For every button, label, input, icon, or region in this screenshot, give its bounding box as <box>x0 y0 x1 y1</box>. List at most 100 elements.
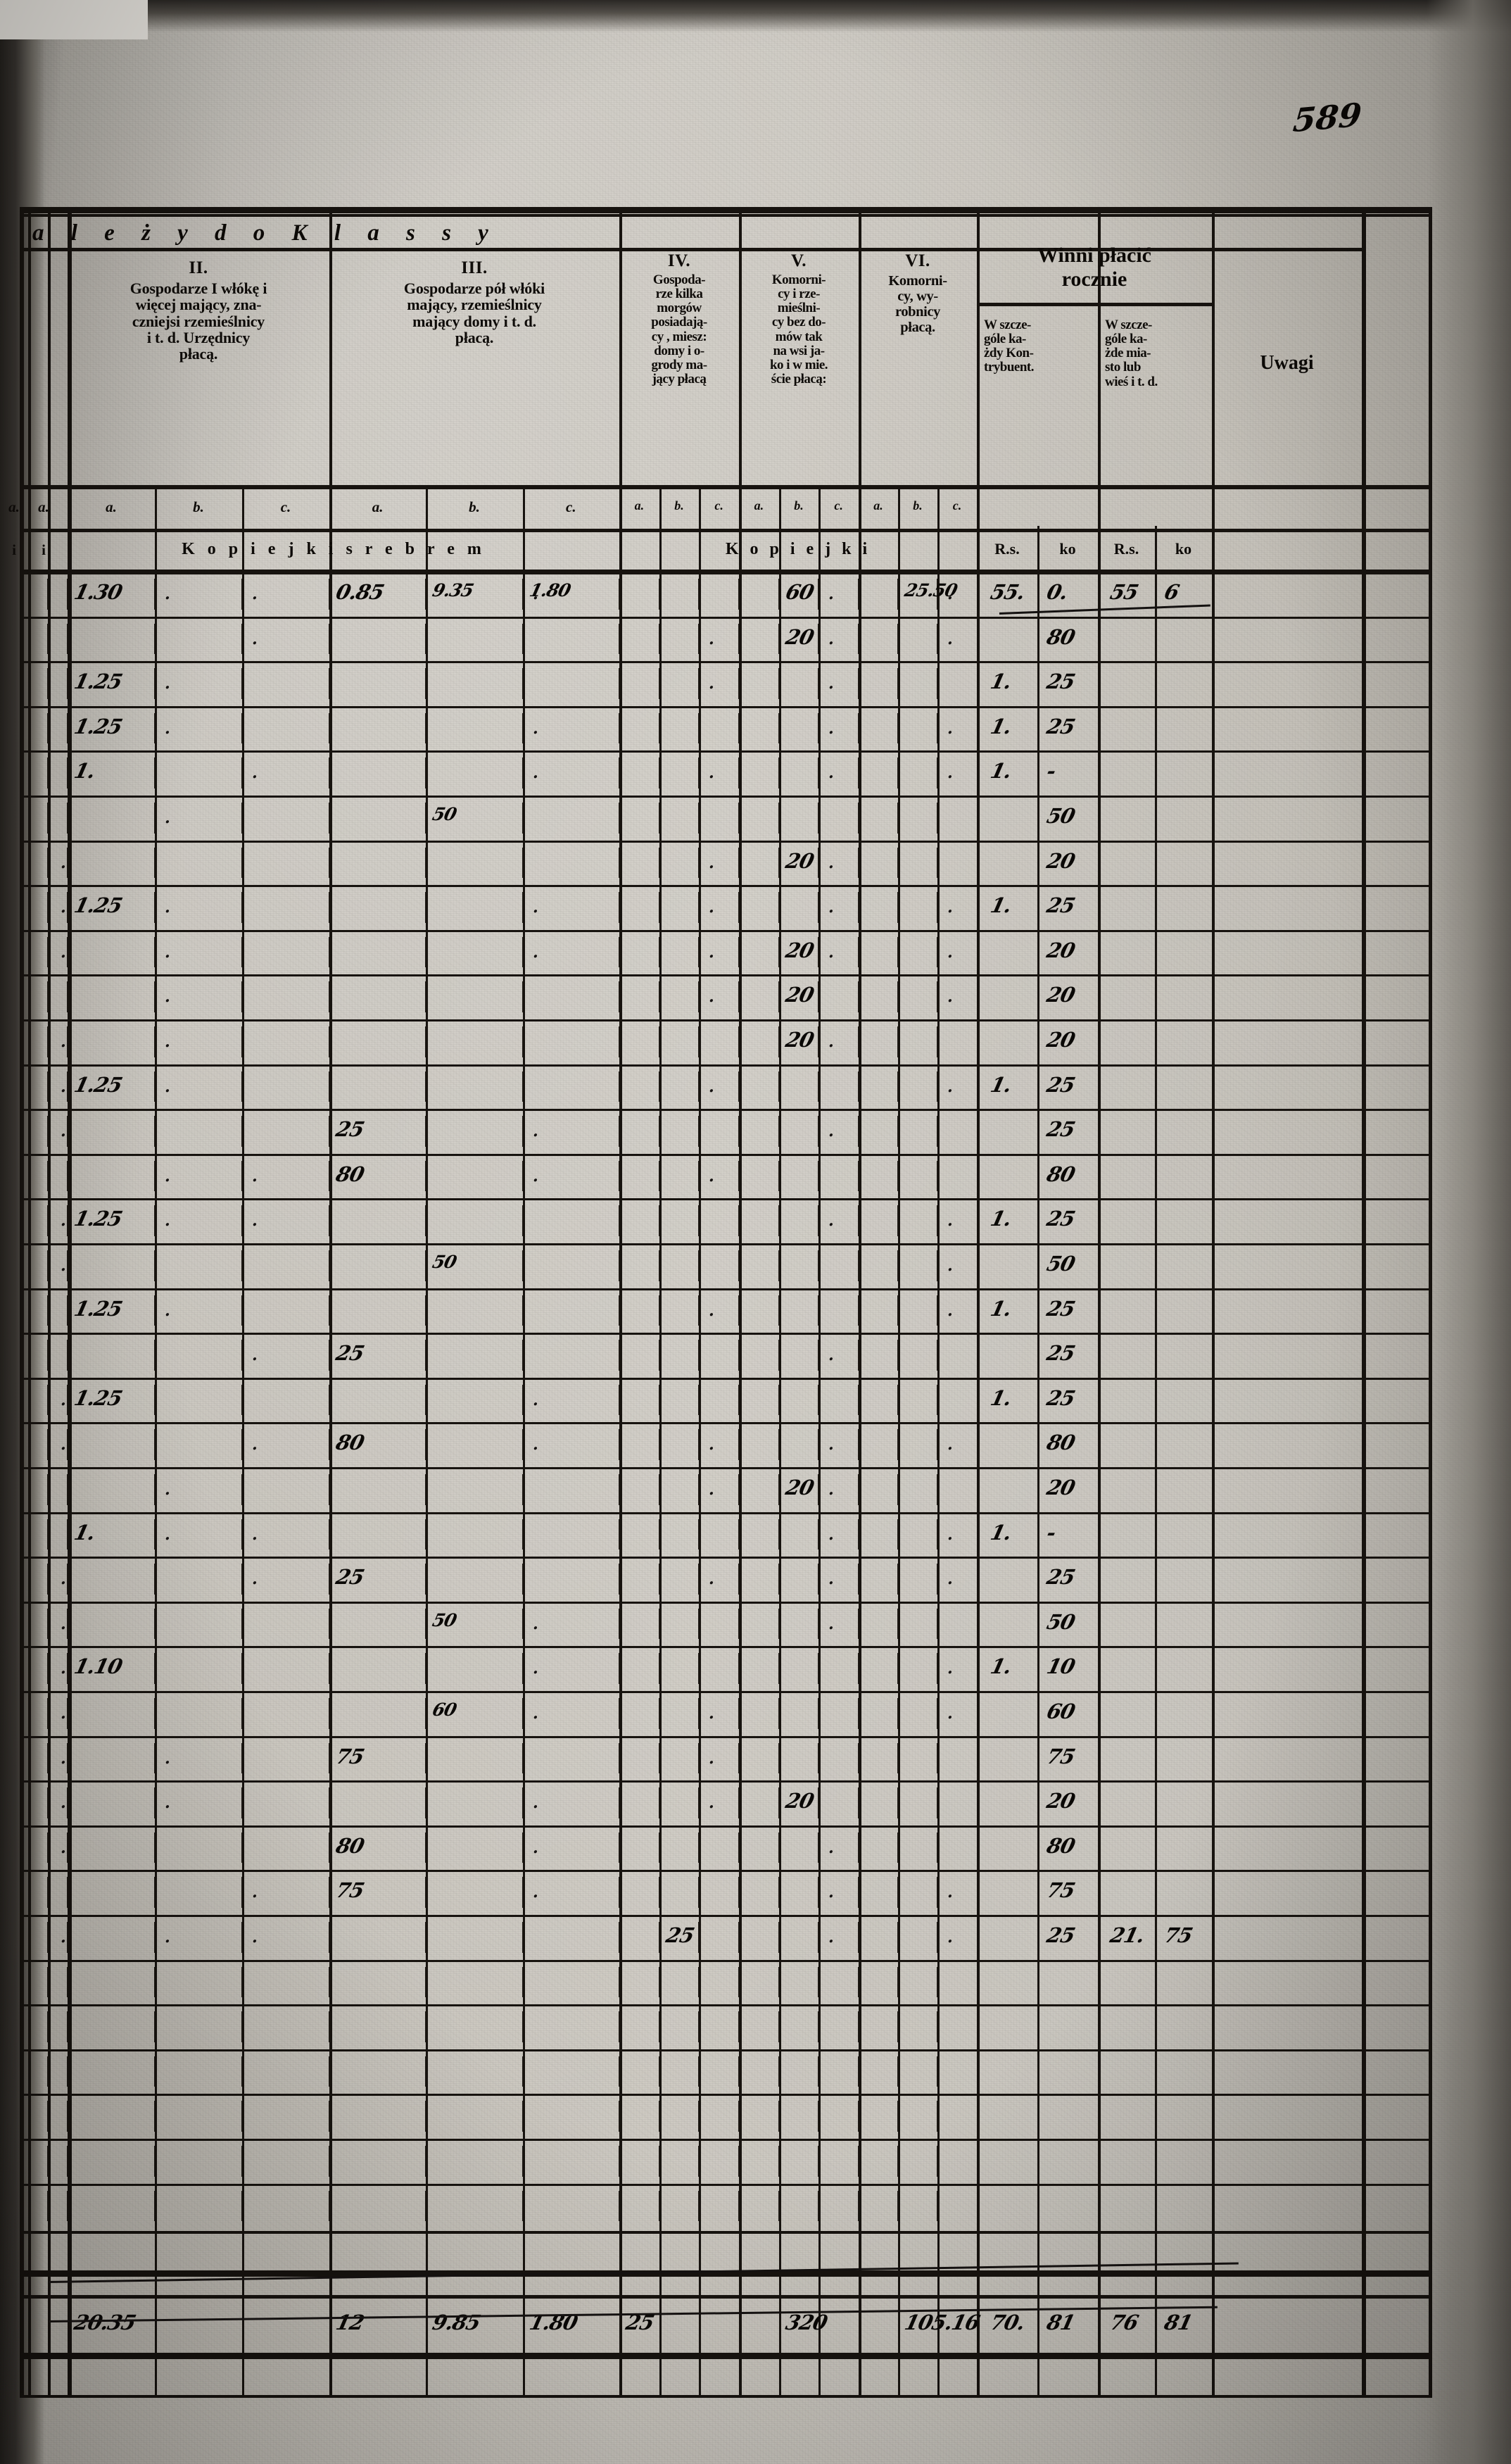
grid-vline <box>154 892 156 923</box>
grid-hline <box>20 2184 1429 2186</box>
grid-vline <box>425 2056 427 2087</box>
grid-vline <box>522 668 524 699</box>
grid-vline <box>241 713 244 744</box>
grid-vline <box>778 981 780 1012</box>
grid-vline <box>241 803 244 834</box>
grid-vline <box>778 1116 780 1147</box>
grid-vline <box>241 1877 244 1908</box>
grid-vline <box>698 937 700 968</box>
units-label-edge: i <box>0 541 28 559</box>
grid-vline <box>778 1205 780 1236</box>
grid-vline <box>818 1429 820 1460</box>
grid-vline <box>659 848 661 879</box>
grid-vline <box>659 1967 661 1998</box>
total-value-ko1: 81 <box>1044 2311 1077 2334</box>
grid-vline <box>897 2101 899 2132</box>
grid-vline <box>778 624 780 655</box>
grid-vline <box>154 1877 156 1908</box>
grid-vline <box>154 1743 156 1774</box>
grid-vline <box>425 1519 427 1550</box>
grid-vline <box>778 1474 780 1505</box>
grid-vline <box>241 1564 244 1595</box>
grid-vline <box>897 1429 899 1460</box>
grid-vline <box>659 1250 661 1281</box>
grid-vline <box>937 1116 939 1147</box>
grid-vline <box>425 1429 427 1460</box>
grid-vline <box>738 1922 740 1953</box>
grid-vline <box>778 848 780 879</box>
cell-value-r12-c2a: 1.25 <box>72 1073 124 1097</box>
grid-vline <box>937 1787 939 1818</box>
grid-vline <box>329 1250 331 1281</box>
grid-vline <box>47 1787 49 1818</box>
grid-vline <box>619 1609 621 1640</box>
grid-vline <box>698 1205 700 1236</box>
grid-vline <box>659 2056 661 2087</box>
grid-vline <box>47 1429 49 1460</box>
grid-vline <box>619 2011 621 2042</box>
grid-vline <box>154 1116 156 1147</box>
grid-vline <box>738 1833 740 1863</box>
grid-vline <box>154 1922 156 1953</box>
subcolumn-label-a: a. <box>739 498 779 513</box>
cell-value-r18-c3a: 25 <box>334 1341 366 1365</box>
grid-vline <box>154 2191 156 2222</box>
grid-hline <box>20 2395 1429 2398</box>
grid-vline <box>858 624 860 655</box>
grid-vline <box>619 1429 621 1460</box>
grid-vline <box>937 1026 939 1057</box>
grid-vline <box>659 1519 661 1550</box>
grid-vline <box>818 1698 820 1729</box>
grid-vline <box>659 1340 661 1371</box>
grid-vline <box>659 1295 661 1326</box>
cell-value-r25-c2a: 1.10 <box>72 1654 124 1678</box>
cell-value-r13-c3a: 25 <box>334 1117 366 1141</box>
cell-value-r26-ko1: 60 <box>1044 1699 1077 1723</box>
grid-vline <box>897 1922 899 1953</box>
grid-vline <box>522 2191 524 2222</box>
grid-hline <box>20 885 1429 887</box>
grid-vline <box>738 2011 740 2042</box>
cell-value-r25-ko1: 10 <box>1044 1654 1077 1678</box>
grid-vline <box>47 2056 49 2087</box>
grid-vline <box>937 1071 939 1102</box>
grid-vline <box>154 1205 156 1236</box>
cell-value-r7-ko1: 20 <box>1044 849 1077 873</box>
grid-vline <box>619 1161 621 1192</box>
grid-vline <box>659 1698 661 1729</box>
grid-vline <box>522 1922 524 1953</box>
grid-vline <box>154 713 156 744</box>
grid-vline <box>698 1922 700 1953</box>
grid-vline <box>329 2101 331 2132</box>
grid-vline <box>778 579 780 610</box>
grid-vline <box>619 2056 621 2087</box>
cell-value-r6-c3b: 50 <box>431 804 458 824</box>
grid-vline <box>897 1877 899 1908</box>
cell-value-r21-c5b: 20 <box>783 1476 816 1500</box>
grid-vline <box>154 1833 156 1863</box>
grid-vline <box>858 848 860 879</box>
grid-vline <box>67 668 69 699</box>
grid-vline <box>778 803 780 834</box>
grid-vline <box>329 1026 331 1057</box>
grid-vline <box>522 1609 524 1640</box>
cell-value-r23-ko1: 25 <box>1044 1565 1077 1589</box>
grid-vline <box>698 1250 700 1281</box>
grid-vline <box>619 1026 621 1057</box>
grid-vline <box>425 713 427 744</box>
grid-vline <box>858 1295 860 1326</box>
cell-value-r19-c2a: 1.25 <box>72 1386 124 1410</box>
grid-vline <box>897 2191 899 2222</box>
grid-vline <box>698 848 700 879</box>
grid-vline <box>425 1877 427 1908</box>
grid-vline <box>937 713 939 744</box>
grid-vline <box>20 207 24 2398</box>
grid-vline <box>818 1564 820 1595</box>
grid-vline <box>778 937 780 968</box>
grid-hline <box>20 1154 1429 1156</box>
grid-vline <box>67 1519 69 1550</box>
grid-vline <box>738 2056 740 2087</box>
grid-vline <box>154 2101 156 2132</box>
column-numeral-IV: IV. <box>619 252 739 271</box>
column-description-III: Gospodarze pół włóki mający, rzemieślnicy… <box>332 280 617 346</box>
